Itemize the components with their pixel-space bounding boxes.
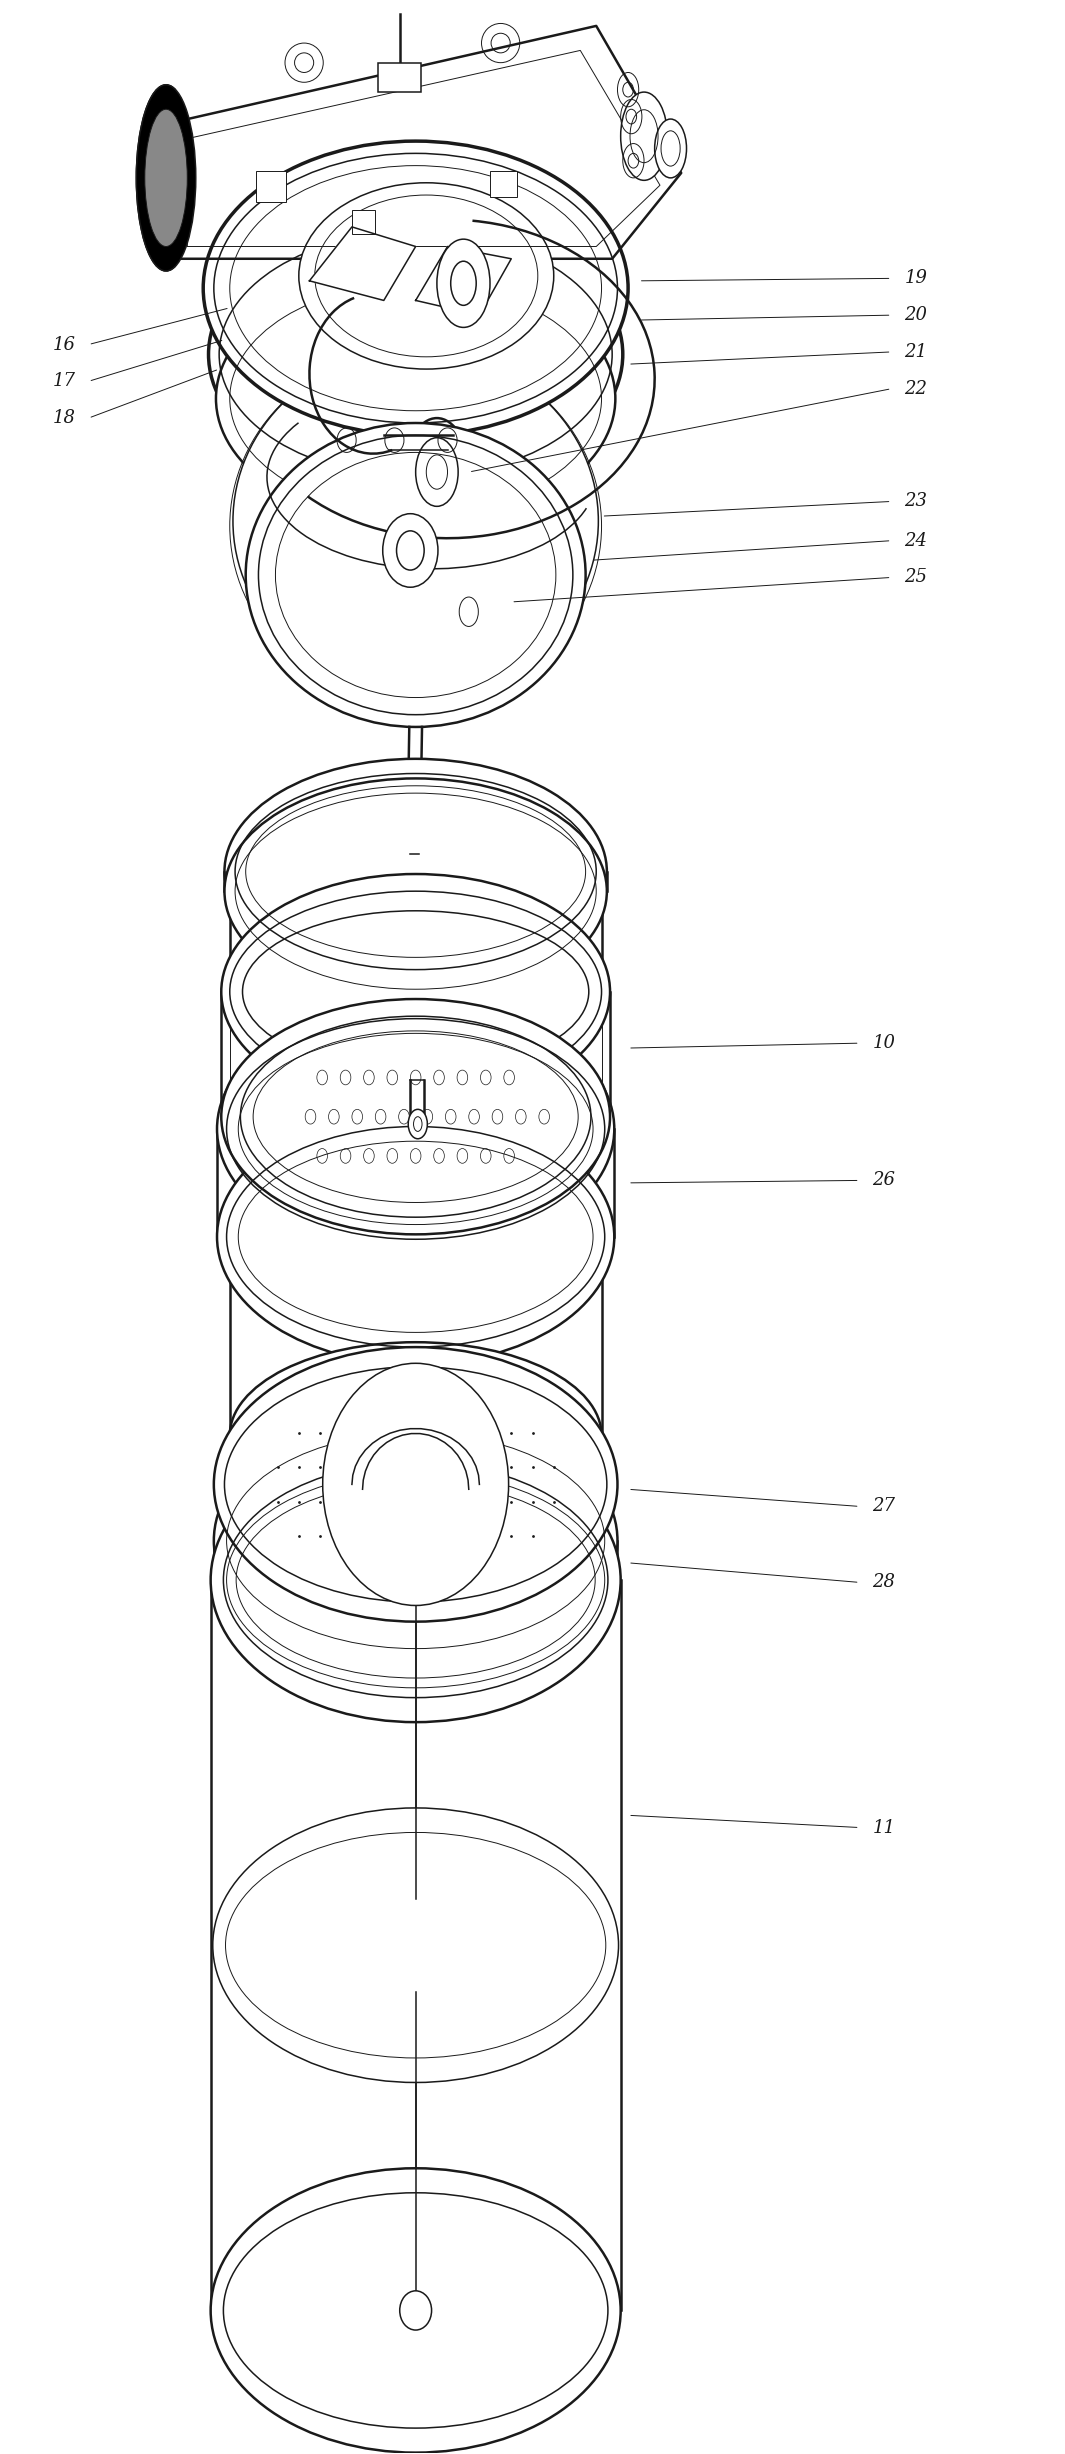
Ellipse shape: [246, 422, 586, 726]
Ellipse shape: [214, 1347, 618, 1622]
Ellipse shape: [214, 1409, 618, 1674]
Ellipse shape: [233, 348, 599, 692]
Ellipse shape: [145, 110, 187, 245]
Ellipse shape: [399, 2292, 431, 2329]
Ellipse shape: [209, 218, 623, 488]
Text: 24: 24: [904, 533, 928, 550]
Ellipse shape: [222, 999, 610, 1234]
Ellipse shape: [225, 758, 607, 984]
Text: 28: 28: [872, 1573, 896, 1593]
Text: 27: 27: [872, 1497, 896, 1517]
Text: 17: 17: [53, 373, 76, 390]
Ellipse shape: [382, 513, 438, 587]
Text: 16: 16: [53, 336, 76, 353]
Polygon shape: [310, 226, 415, 299]
Ellipse shape: [405, 417, 469, 525]
Ellipse shape: [299, 182, 554, 368]
Text: 19: 19: [904, 270, 928, 287]
Ellipse shape: [203, 142, 628, 434]
Polygon shape: [415, 245, 511, 314]
Ellipse shape: [211, 2169, 621, 2452]
Ellipse shape: [136, 86, 196, 270]
Bar: [351, 209, 375, 233]
Bar: [257, 169, 286, 201]
Ellipse shape: [211, 1438, 621, 1723]
Ellipse shape: [408, 1109, 427, 1139]
Bar: [490, 169, 517, 196]
Ellipse shape: [415, 437, 458, 506]
Ellipse shape: [323, 1364, 509, 1605]
Ellipse shape: [217, 1109, 615, 1364]
Text: 23: 23: [904, 493, 928, 510]
Text: 22: 22: [904, 380, 928, 398]
Ellipse shape: [230, 1342, 602, 1529]
Ellipse shape: [655, 120, 687, 177]
Text: 26: 26: [872, 1171, 896, 1190]
Ellipse shape: [213, 1809, 619, 2083]
Ellipse shape: [216, 270, 616, 525]
Ellipse shape: [450, 260, 476, 304]
Ellipse shape: [217, 1001, 615, 1256]
Ellipse shape: [214, 1448, 618, 1713]
Polygon shape: [166, 27, 682, 258]
Text: 11: 11: [872, 1818, 896, 1836]
Ellipse shape: [225, 778, 607, 1004]
Polygon shape: [136, 86, 176, 270]
Text: 10: 10: [872, 1033, 896, 1053]
Bar: [378, 64, 421, 93]
Ellipse shape: [396, 530, 424, 569]
Ellipse shape: [230, 898, 602, 1085]
Ellipse shape: [437, 238, 490, 326]
Ellipse shape: [621, 93, 668, 179]
Ellipse shape: [222, 874, 610, 1109]
Text: 18: 18: [53, 410, 76, 427]
Text: 20: 20: [904, 307, 928, 324]
Text: 25: 25: [904, 569, 928, 587]
Text: 21: 21: [904, 344, 928, 361]
